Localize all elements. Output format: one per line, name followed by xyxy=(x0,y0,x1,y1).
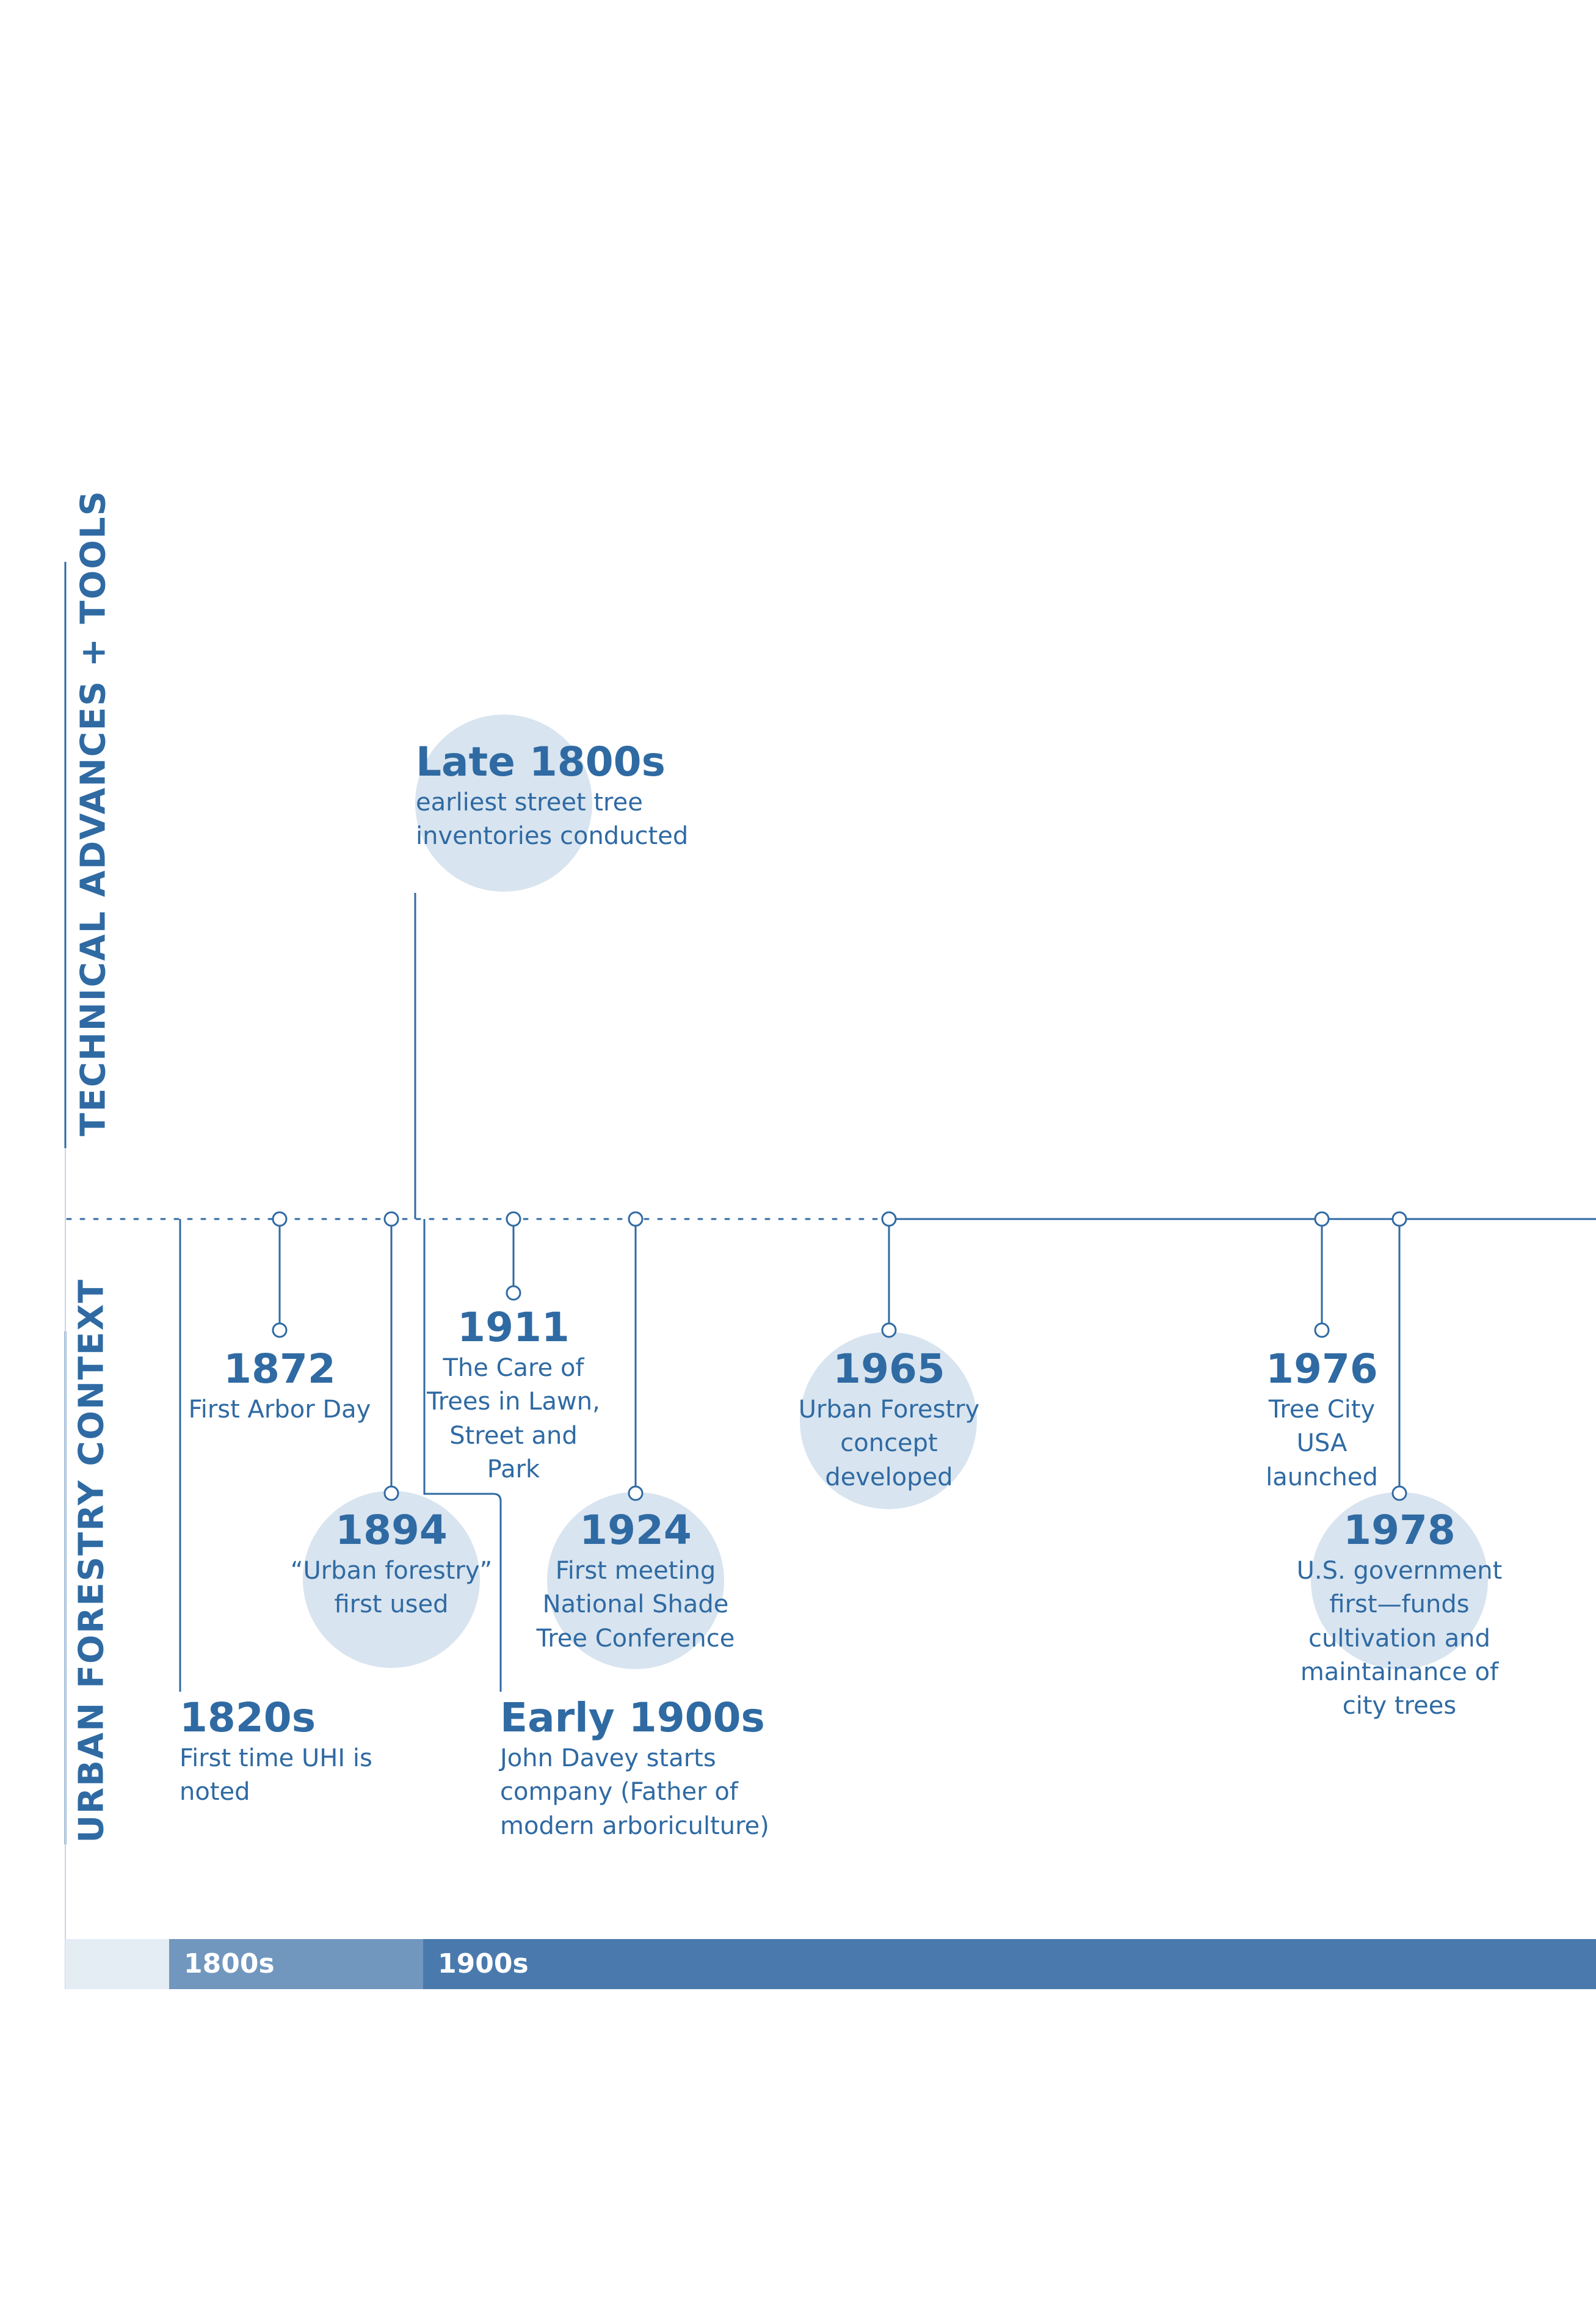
event-desc-line: first used xyxy=(334,1590,449,1619)
era-label-1900s: 1900s xyxy=(438,1948,529,1979)
event-desc-line: company (Father of xyxy=(500,1778,738,1807)
event-desc-line: modern arboriculture) xyxy=(500,1811,769,1840)
section-label-context: URBAN FORESTRY CONTEXT xyxy=(71,1278,112,1843)
event-year: 1978 xyxy=(1343,1507,1456,1554)
event-desc-line: first—funds xyxy=(1329,1590,1470,1619)
event-desc-line: Trees in Lawn, xyxy=(427,1388,600,1416)
node-1872-top xyxy=(272,1211,288,1227)
event-desc-line: Park xyxy=(487,1455,540,1483)
event-desc-line: U.S. government xyxy=(1296,1557,1503,1585)
event-desc-line: First time UHI is xyxy=(180,1744,372,1773)
era-label-1800s: 1800s xyxy=(184,1948,275,1979)
event-desc-line: The Care of xyxy=(443,1354,584,1383)
event-year: 1872 xyxy=(223,1345,336,1392)
event-desc-line: concept xyxy=(840,1429,938,1458)
circle-1978 xyxy=(1311,1492,1488,1669)
node-1894-end xyxy=(383,1485,399,1501)
event-1924: 1924 First meeting National Shade Tree C… xyxy=(526,1506,745,1656)
event-year: 1976 xyxy=(1266,1345,1378,1392)
event-late-1800s: Late 1800s earliest street tree inventor… xyxy=(416,738,688,854)
connector-early1900s xyxy=(423,1219,502,1692)
event-early-1900s: Early 1900s John Davey starts company (F… xyxy=(500,1694,769,1843)
section-label-technical: TECHNICAL ADVANCES + TOOLS xyxy=(73,490,114,1137)
event-desc-line: launched xyxy=(1266,1463,1378,1491)
node-1924-end xyxy=(628,1485,644,1501)
event-desc-line: First Arbor Day xyxy=(188,1396,371,1424)
node-1976-end xyxy=(1314,1322,1330,1338)
era-band-1900s: 1900s xyxy=(423,1939,1596,1989)
era-band-pre xyxy=(65,1939,169,1989)
event-desc-line: John Davey starts xyxy=(500,1744,716,1773)
node-markers xyxy=(272,1211,1407,1501)
event-year: 1820s xyxy=(180,1694,316,1741)
event-desc-line: noted xyxy=(180,1778,250,1807)
node-1976-top xyxy=(1314,1211,1330,1227)
event-desc-line: inventories conducted xyxy=(416,822,689,851)
event-1976: 1976 Tree City USA launched xyxy=(1224,1345,1420,1494)
era-band-1800s: 1800s xyxy=(169,1939,423,1989)
event-desc-line: National Shade xyxy=(542,1590,729,1619)
event-year: 1965 xyxy=(833,1345,945,1392)
event-year: 1924 xyxy=(579,1507,692,1554)
event-desc-line: earliest street tree xyxy=(416,788,643,817)
event-year: 1911 xyxy=(457,1304,570,1351)
node-1894-top xyxy=(383,1211,399,1227)
node-1978-end xyxy=(1391,1485,1407,1501)
circle-1965 xyxy=(800,1332,977,1509)
node-1911-top xyxy=(506,1211,521,1227)
node-1872-end xyxy=(272,1322,288,1338)
circle-late1800s xyxy=(415,715,592,892)
event-1978: 1978 U.S. government first—funds cultiva… xyxy=(1280,1506,1518,1723)
event-1872: 1872 First Arbor Day xyxy=(182,1345,377,1427)
node-1965-end xyxy=(881,1322,897,1338)
event-circles xyxy=(303,715,1488,1669)
circle-1924 xyxy=(547,1492,724,1669)
event-desc-line: First meeting xyxy=(555,1557,716,1585)
event-desc-line: Tree Conference xyxy=(536,1624,735,1653)
event-year: 1894 xyxy=(335,1507,448,1554)
circle-1894 xyxy=(303,1491,480,1668)
event-desc-line: cultivation and xyxy=(1308,1624,1491,1653)
event-1965: 1965 Urban Forestry concept developed xyxy=(779,1345,999,1494)
node-1911-end xyxy=(506,1285,521,1301)
node-1965-top xyxy=(881,1211,897,1227)
event-desc-line: USA xyxy=(1296,1429,1348,1458)
event-year: Late 1800s xyxy=(416,738,666,785)
node-1978-top xyxy=(1391,1211,1407,1227)
event-desc-line: city trees xyxy=(1342,1691,1457,1720)
event-1820s: 1820s First time UHI is noted xyxy=(180,1694,372,1810)
event-desc-line: Street and xyxy=(449,1421,578,1450)
event-desc-line: “Urban forestry” xyxy=(290,1557,493,1585)
event-desc-line: Urban Forestry xyxy=(798,1396,980,1424)
event-desc-line: Tree City xyxy=(1268,1396,1376,1424)
connector-lines xyxy=(179,893,1401,1692)
event-1894: 1894 “Urban forestry” first used xyxy=(281,1506,501,1622)
event-desc-line: maintainance of xyxy=(1300,1658,1499,1686)
node-1924-top xyxy=(628,1211,644,1227)
event-1911: 1911 The Care of Trees in Lawn, Street a… xyxy=(416,1303,611,1487)
event-year: Early 1900s xyxy=(500,1694,765,1741)
event-desc-line: developed xyxy=(825,1463,953,1491)
